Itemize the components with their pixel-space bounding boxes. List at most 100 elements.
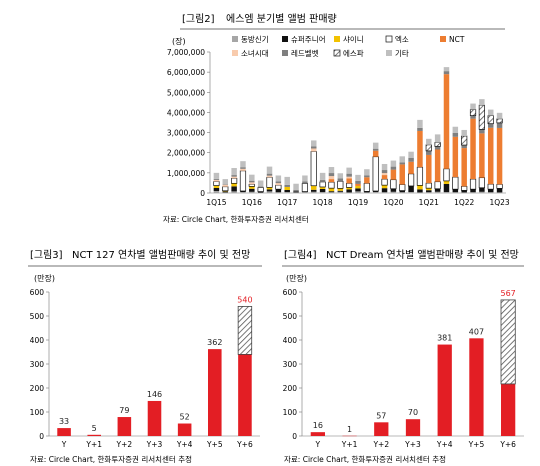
fig4-bar [405, 419, 421, 436]
fig2-legend-swatch [333, 49, 341, 57]
fig2-bar-segment [496, 188, 503, 193]
fig2-bar-segment [311, 146, 317, 149]
fig4-title: NCT Dream 연차별 앨범판매량 추이 및 전망 [326, 248, 519, 261]
fig2-bar-segment [381, 192, 388, 193]
fig2-bar-segment [249, 182, 255, 185]
fig2-bar-segment [355, 183, 361, 186]
fig2-bar-segment [311, 191, 317, 193]
fig3-bar [237, 305, 253, 355]
fig2-bar-segment [328, 179, 335, 183]
fig2-bar-segment [346, 187, 352, 190]
fig2-bar-segment [479, 133, 485, 178]
fig2-legend-label: 에스파 [343, 49, 364, 58]
fig3-bar [57, 428, 71, 436]
fig2-bar-segment [407, 173, 415, 187]
fig2-bar-segment [311, 148, 317, 152]
fig2-xtick-label: 1Q16 [242, 198, 262, 207]
fig2-bar-segment [363, 182, 370, 192]
fig2-legend-swatch [282, 36, 288, 42]
fig2-bar-segment [390, 169, 397, 180]
fig3-data-label: 540 [237, 295, 252, 304]
fig2-bar-segment [266, 191, 273, 193]
fig2-bar-segment [337, 180, 344, 189]
fig2-bar-segment [390, 188, 397, 192]
fig2-title: 에스엠 분기별 앨범 판매량 [226, 12, 337, 25]
fig4-xtick-label: Y [315, 440, 321, 449]
fig2-bar-segment [372, 191, 379, 193]
fig2-ytick-label: 7,000,000 [167, 48, 205, 57]
fig3-xtick-label: Y+6 [236, 440, 253, 449]
fig2-bar-segment [434, 146, 441, 150]
fig2-bar-segment [390, 179, 397, 190]
fig2-bar-segment [452, 192, 459, 193]
fig2-bar-segment [408, 151, 414, 158]
fig2-bar-segment [231, 175, 237, 177]
fig2-bar-segment [364, 192, 370, 193]
fig4-tag: [그림4] [284, 249, 317, 261]
fig2-unit: (장) [172, 36, 186, 46]
fig2-bar-segment [496, 127, 503, 185]
fig2-bar-segment [293, 191, 299, 193]
fig2-bar-segment [470, 118, 476, 180]
fig2-bar-segment [355, 180, 361, 184]
fig2-bar-segment [337, 173, 344, 179]
fig2-bar-segment [346, 178, 352, 184]
fig2-bar-segment [231, 186, 237, 192]
fig2-bar-segment [231, 168, 237, 176]
fig2-bar-segment [257, 186, 264, 188]
fig2-tag: [그림2] [182, 13, 215, 25]
fig2-bar-segment [496, 183, 503, 189]
fig4-xtick-label: Y+6 [499, 440, 516, 449]
fig2-bar-segment [257, 191, 264, 193]
fig2-bar-segment [222, 191, 229, 193]
fig2-bar-segment [275, 189, 282, 193]
fig2-bar-segment [346, 167, 352, 174]
fig2-bar-segment [399, 156, 405, 163]
fig2-bar-segment [346, 182, 353, 188]
fig3-data-label: 33 [59, 417, 69, 426]
fig2-bar-segment [434, 191, 441, 193]
fig3-tag: [그림3] [30, 249, 63, 261]
fig2-bar-segment [443, 180, 450, 184]
fig2-bar-segment [479, 129, 485, 134]
fig2-bar-segment [364, 169, 370, 176]
fig2-legend-label: 슈퍼주니어 [291, 34, 326, 44]
fig2-ytick-label: 6,000,000 [167, 68, 205, 77]
fig2-bar-segment [302, 175, 308, 182]
fig2-bar-segment [426, 138, 432, 145]
fig2-bar-segment [496, 192, 503, 193]
fig2-bar-segment [381, 163, 388, 171]
fig4-ytick-label: 600 [283, 288, 298, 297]
fig4-xtick-label: Y+2 [372, 440, 389, 449]
fig2-bar-segment [275, 175, 282, 182]
fig2-bar-segment [319, 188, 326, 192]
fig2-legend-swatch [440, 36, 446, 42]
fig2-bar-segment [346, 173, 352, 177]
fig2-bar-segment [469, 178, 477, 190]
fig2-bar-segment [275, 184, 282, 190]
fig3-data-label: 79 [119, 406, 129, 415]
fig2-legend-swatch [385, 35, 393, 43]
fig2-bar-segment [426, 190, 432, 193]
fig2-bar-segment [337, 188, 344, 191]
fig4-unit: (만장) [286, 273, 307, 283]
fig2-bar-segment [284, 184, 290, 187]
fig2-bar-segment [284, 186, 290, 190]
fig2-bar-segment [248, 183, 255, 187]
fig2-bar-segment [239, 170, 247, 192]
fig3-bar [147, 400, 162, 436]
fig2-bar-segment [443, 71, 450, 75]
fig2-bar-segment [222, 179, 229, 185]
fig2-bar-segment [257, 187, 264, 192]
fig4-data-label: 16 [313, 421, 323, 430]
fig2-bar-segment [284, 189, 290, 192]
fig2-bar-segment [249, 180, 255, 183]
fig2-bar-segment [240, 168, 246, 171]
fig2-bar-segment [311, 189, 317, 192]
fig2-bar-segment [487, 189, 494, 193]
fig2-ytick-label: 5,000,000 [167, 88, 205, 97]
fig4-plot: 0 100 200 300 400 500 600 Y Y+1 Y+2 Y+3 Y+4 Y+5 Y+6 16… [283, 288, 524, 449]
fig2-bar-segment [266, 175, 273, 178]
fig4-data-label: 70 [408, 408, 418, 417]
fig2-bar-segment [231, 183, 237, 187]
